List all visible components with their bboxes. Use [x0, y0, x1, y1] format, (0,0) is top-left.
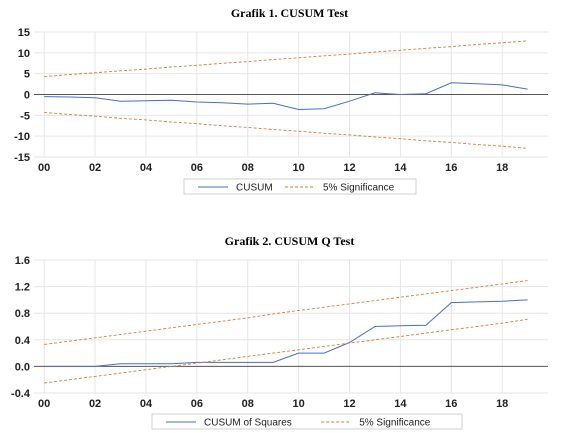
chart1-xtick-label: 14 — [394, 162, 407, 174]
chart1-xtick-label: 04 — [140, 162, 153, 174]
chart1-xtick-label: 02 — [89, 162, 101, 174]
chart2-legend-box — [151, 413, 463, 430]
chart1-series-5-significance — [44, 40, 528, 78]
chart1-ytick-label: 0 — [24, 90, 30, 102]
chart2-ytick-label: 0.4 — [15, 335, 31, 347]
chart2-ytick-label: 0.0 — [15, 361, 30, 373]
chart2-xtick-label: 08 — [242, 398, 254, 410]
chart1-xtick-label: 00 — [38, 162, 50, 174]
chart1-legend-label-cusum: CUSUM — [236, 183, 273, 194]
chart2-series-5-significance — [44, 280, 528, 345]
chart2-ytick-label: -0.4 — [11, 388, 31, 400]
chart2-xtick-label: 00 — [38, 398, 50, 410]
chart2-ytick-label: 0.8 — [15, 308, 30, 320]
chart1-xtick-label: 10 — [293, 162, 305, 174]
chart1-series-cusum — [44, 82, 528, 111]
chart1-xtick-label: 06 — [191, 162, 203, 174]
chart2-xtick-label: 14 — [394, 398, 407, 410]
chart2-series-cusum-of-squares — [44, 299, 528, 367]
chart2-xtick-label: 04 — [140, 398, 153, 410]
chart2-xtick-label: 10 — [293, 398, 305, 410]
chart2-legend-label-5-significance: 5% Significance — [359, 418, 431, 429]
chart2-xtick-label: 02 — [89, 398, 101, 410]
chart2-xtick-label: 16 — [445, 398, 457, 410]
chart1-series-5-significance-lower — [44, 111, 528, 149]
chart2-xtick-label: 06 — [191, 398, 203, 410]
chart1-title: Grafik 1. CUSUM Test — [230, 6, 349, 20]
chart1-ytick-label: 5 — [24, 69, 30, 81]
chart2-xtick-label: 12 — [343, 398, 355, 410]
chart1-legend-label-5-significance: 5% Significance — [323, 183, 395, 194]
chart2-legend-label-cusum-of-squares: CUSUM of Squares — [204, 418, 292, 429]
chart2-xtick-label: 18 — [496, 398, 508, 410]
chart1-xtick-label: 18 — [496, 162, 508, 174]
chart1-ytick-label: 10 — [18, 48, 30, 60]
chart1-xtick-label: 16 — [445, 162, 457, 174]
chart1-ytick-label: 15 — [18, 27, 30, 39]
chart2-series-5-significance-lower — [44, 318, 528, 384]
chart1-xtick-label: 08 — [242, 162, 254, 174]
chart1-xtick-label: 12 — [343, 162, 355, 174]
chart1-ytick-label: -15 — [14, 152, 30, 164]
chart2-ytick-label: 1.6 — [15, 255, 30, 267]
chart2-ytick-label: 1.2 — [15, 282, 30, 294]
chart2-title: Grafik 2. CUSUM Q Test — [224, 234, 355, 248]
chart1-ytick-label: -10 — [14, 131, 30, 143]
chart1-ytick-label: -5 — [20, 110, 30, 122]
